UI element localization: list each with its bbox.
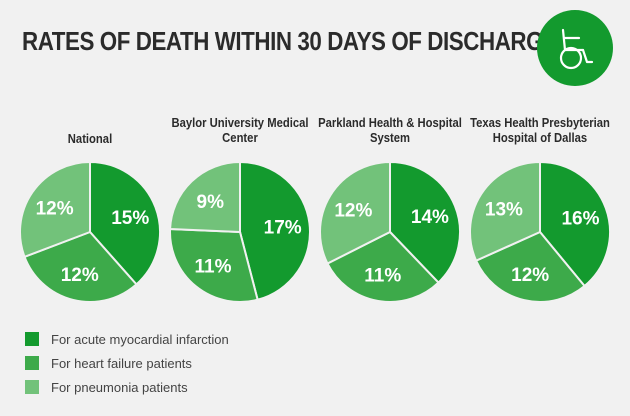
pie-data-label: 13%	[485, 200, 523, 221]
legend-item-acute-myocardial-infarction: For acute myocardial infarction	[25, 327, 229, 351]
pie-title: Parkland Health & Hospital System	[318, 116, 462, 145]
legend-swatch	[25, 356, 39, 370]
pie-data-label: 15%	[111, 208, 149, 229]
pie-data-label: 12%	[511, 265, 549, 286]
pie-data-label: 11%	[364, 265, 401, 286]
pie-slice-pneumonia	[319, 160, 391, 265]
legend-label: For pneumonia patients	[51, 379, 188, 395]
pie-chart: 16% 12% 13%	[469, 160, 611, 303]
pie-data-label: 16%	[561, 208, 599, 229]
pie-slice-pneumonia	[19, 160, 91, 259]
legend-swatch	[25, 332, 39, 346]
pie-slice-acute-myocardial-infarction	[89, 160, 161, 286]
legend-label: For acute myocardial infarction	[51, 331, 229, 347]
pie-chart: 14% 11% 12%	[319, 160, 461, 303]
wheelchair-icon	[537, 10, 613, 86]
pie-slice-pneumonia	[469, 160, 541, 262]
pie-slice-heart-failure	[169, 227, 259, 303]
legend-swatch	[25, 380, 39, 394]
pie-data-label: 12%	[36, 199, 74, 220]
legend-item-pneumonia: For pneumonia patients	[25, 375, 229, 399]
pie-data-label: 11%	[194, 256, 231, 277]
pie-data-label: 14%	[411, 207, 449, 228]
pie-slice-heart-failure	[23, 230, 138, 303]
pie-chart: 15% 12% 12%	[19, 160, 161, 303]
legend: For acute myocardial infarction For hear…	[25, 327, 229, 399]
pie-chart: 17% 11% 9%	[169, 160, 311, 303]
pie-data-label: 12%	[334, 200, 372, 221]
pie-slice-acute-myocardial-infarction	[539, 160, 611, 288]
pie-title: National	[67, 132, 113, 146]
pie-data-label: 9%	[197, 192, 225, 213]
pie-slice-heart-failure	[326, 230, 440, 303]
pie-title: Baylor University Medical Center	[171, 116, 309, 145]
legend-label: For heart failure patients	[51, 355, 192, 371]
pie-data-label: 12%	[61, 265, 99, 286]
pie-title: Texas Health Presbyterian Hospital of Da…	[470, 116, 610, 145]
pie-slice-acute-myocardial-infarction	[239, 160, 311, 301]
pie-slice-pneumonia	[169, 160, 241, 234]
legend-item-heart-failure: For heart failure patients	[25, 351, 229, 375]
pie-slice-acute-myocardial-infarction	[389, 160, 461, 284]
pie-data-label: 17%	[264, 218, 302, 239]
page-title: RATES OF DEATH WITHIN 30 DAYS OF DISCHAR…	[22, 26, 558, 56]
